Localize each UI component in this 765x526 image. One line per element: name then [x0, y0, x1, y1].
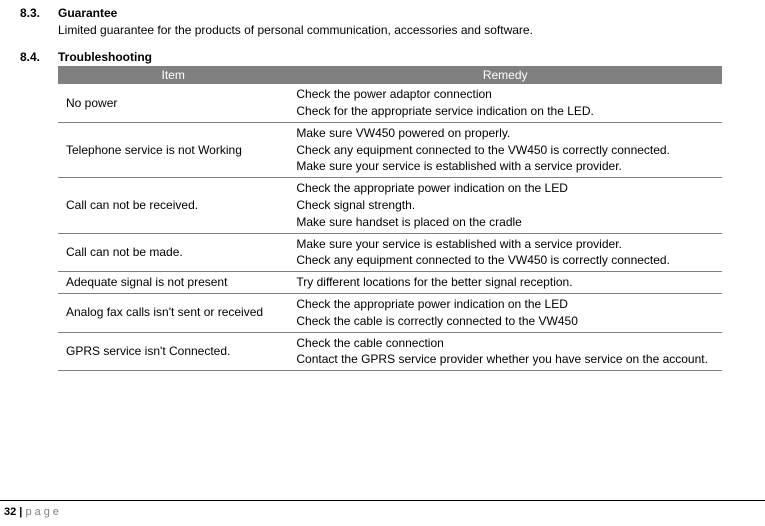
- table-cell-item: No power: [58, 84, 288, 122]
- page-footer: 32 | page: [0, 500, 765, 518]
- section-8-4-num: 8.4.: [20, 50, 58, 64]
- table-row: Call can not be received.Check the appro…: [58, 178, 722, 233]
- table-cell-item: Telephone service is not Working: [58, 122, 288, 177]
- table-cell-remedy: Check the cable connectionContact the GP…: [288, 332, 722, 371]
- table-cell-remedy: Check the power adaptor connectionCheck …: [288, 84, 722, 122]
- section-8-4-title: Troubleshooting: [58, 50, 152, 64]
- table-header-item: Item: [58, 66, 288, 84]
- table-cell-remedy: Check the appropriate power indication o…: [288, 293, 722, 332]
- table-cell-remedy: Make sure VW450 powered on properly.Chec…: [288, 122, 722, 177]
- page-label: page: [25, 506, 61, 518]
- table-row: GPRS service isn't Connected.Check the c…: [58, 332, 722, 371]
- page-number: 32: [4, 506, 16, 518]
- table-cell-remedy: Check the appropriate power indication o…: [288, 178, 722, 233]
- table-row: Call can not be made.Make sure your serv…: [58, 233, 722, 272]
- table-cell-remedy: Try different locations for the better s…: [288, 272, 722, 294]
- table-cell-item: GPRS service isn't Connected.: [58, 332, 288, 371]
- table-row: No powerCheck the power adaptor connecti…: [58, 84, 722, 122]
- table-row: Adequate signal is not presentTry differ…: [58, 272, 722, 294]
- table-cell-remedy: Make sure your service is established wi…: [288, 233, 722, 272]
- table-cell-item: Analog fax calls isn't sent or received: [58, 293, 288, 332]
- section-8-3-body: Limited guarantee for the products of pe…: [58, 22, 745, 38]
- section-8-3-title: Guarantee: [58, 6, 117, 20]
- troubleshooting-table: Item Remedy No powerCheck the power adap…: [58, 66, 722, 371]
- table-cell-item: Call can not be made.: [58, 233, 288, 272]
- table-header-remedy: Remedy: [288, 66, 722, 84]
- table-cell-item: Call can not be received.: [58, 178, 288, 233]
- section-8-3-num: 8.3.: [20, 6, 58, 20]
- table-row: Telephone service is not WorkingMake sur…: [58, 122, 722, 177]
- table-cell-item: Adequate signal is not present: [58, 272, 288, 294]
- table-row: Analog fax calls isn't sent or receivedC…: [58, 293, 722, 332]
